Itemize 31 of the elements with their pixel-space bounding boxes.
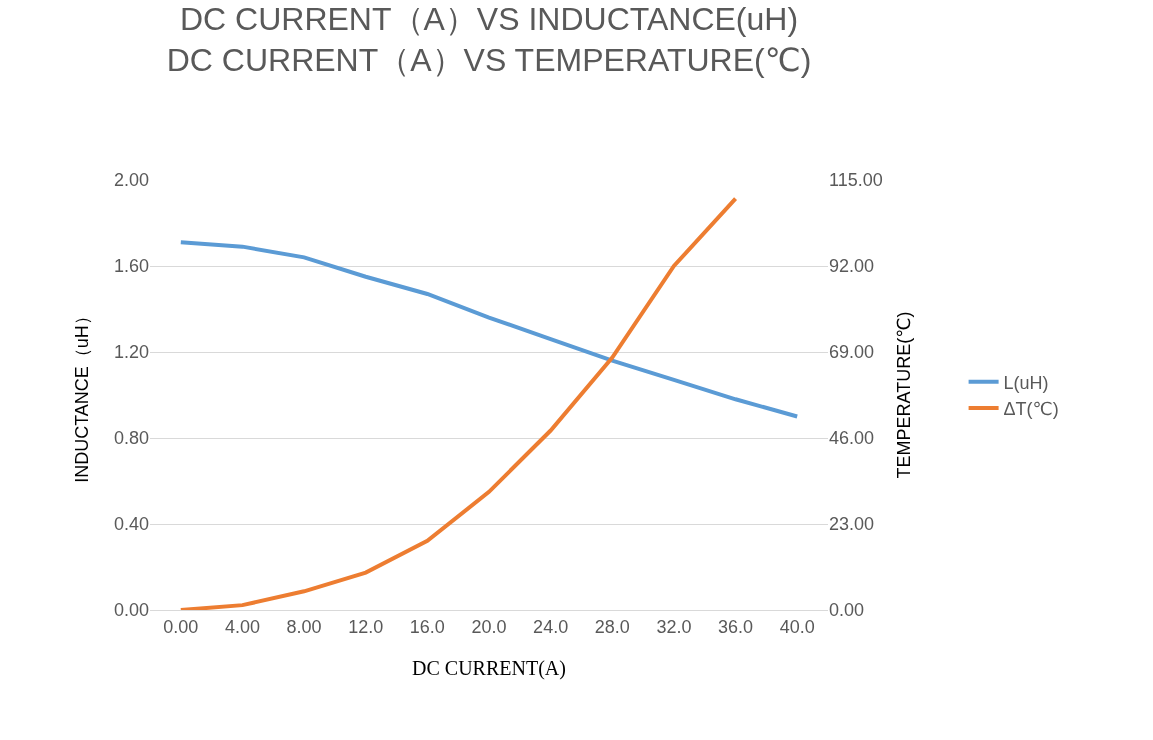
y2-axis-title: TEMPERATURE(℃) (893, 311, 914, 479)
x-tick-label: 36.0 (718, 616, 754, 637)
x-tick-label: 32.0 (656, 616, 692, 637)
y-tick-label: 2.00 (113, 170, 149, 191)
x-tick-label: 24.0 (533, 616, 569, 637)
y2-tick-label: 69.00 (829, 342, 875, 363)
y2-tick-label: 92.00 (829, 256, 875, 277)
y-tick-label: 0.80 (113, 428, 149, 449)
line-series (178, 240, 800, 419)
chart-title: DC CURRENT（A）VS INDUCTANCE(uH) DC CURRENT（A）VS TEMPERATURE(℃) (166, 0, 812, 79)
y-tick-label: 0.40 (113, 514, 149, 535)
x-tick-label: 20.0 (471, 616, 507, 637)
x-tick-label: 0.00 (163, 616, 199, 637)
x-tick-label: 28.0 (594, 616, 630, 637)
x-tick-label: 8.00 (286, 616, 322, 637)
legend-label: ΔT(℃) (1003, 399, 1059, 420)
x-tick-label: 40.0 (779, 616, 815, 637)
x-tick-label: 12.0 (348, 616, 384, 637)
y-tick-label: 0.00 (113, 600, 149, 621)
y-tick-label: 1.20 (113, 342, 149, 363)
line-series (178, 196, 738, 610)
y-tick-label: 1.60 (113, 256, 149, 277)
y2-tick-label: 0.00 (829, 600, 865, 621)
x-axis-title: DC CURRENT(A) (412, 657, 566, 681)
legend-label: L(uH) (1003, 372, 1049, 393)
y2-tick-label: 115.00 (829, 170, 883, 191)
x-tick-label: 16.0 (409, 616, 445, 637)
y2-tick-label: 46.00 (829, 428, 875, 449)
y2-tick-label: 23.00 (829, 514, 875, 535)
x-tick-label: 4.00 (224, 616, 260, 637)
y-axis-title: INDUCTANCE（uH） (72, 307, 93, 483)
